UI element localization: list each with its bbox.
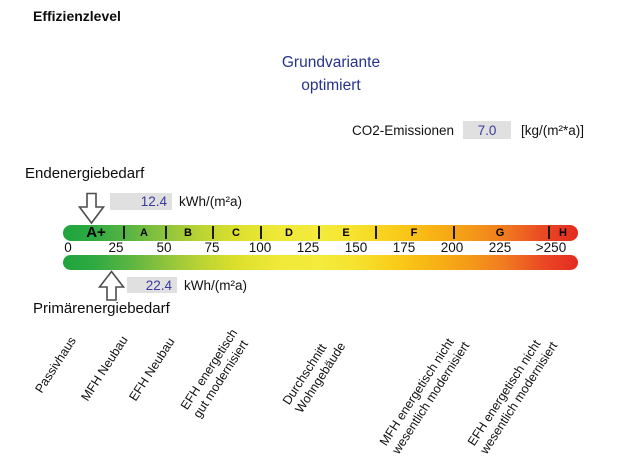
primary-energy-value-box: 22.4 [127, 277, 177, 293]
axis-tick-175: 175 [392, 240, 416, 255]
primary-energy-label: Primärenergiebedarf [33, 300, 170, 317]
co2-emissions-row: CO2-Emissionen 7.0 [kg/(m²*a)] [352, 121, 584, 139]
primary-energy-unit: kWh/(m²a) [184, 277, 247, 293]
class-boundary-tick [212, 226, 214, 239]
axis-tick-50: 50 [156, 240, 172, 255]
scale-class-a: A [140, 227, 148, 239]
co2-label: CO2-Emissionen [352, 122, 455, 138]
end-energy-value: 12.4 [140, 194, 167, 209]
benchmark-efh-neubau: EFH Neubau [126, 335, 178, 404]
scale-class-b: B [184, 227, 192, 239]
class-boundary-tick [123, 226, 125, 239]
end-energy-unit: kWh/(m²a) [179, 194, 242, 209]
benchmark-durchschnitt-wohngebaeude: Durchschnitt Wohngebäude [280, 332, 349, 416]
axis-tick-100: 100 [248, 240, 272, 255]
scale-class-h: H [559, 227, 567, 239]
end-energy-value-box: 12.4 [110, 193, 172, 210]
axis-tick-150: 150 [344, 240, 368, 255]
end-energy-value-row: 12.4 kWh/(m²a) [110, 193, 242, 210]
axis-tick-200: 200 [440, 240, 464, 255]
benchmark-line: Passivhaus [32, 334, 79, 396]
benchmark-efh-nicht-modernisiert: EFH energetisch nicht wesentlich moderni… [465, 331, 561, 457]
axis-tick-225: 225 [488, 240, 512, 255]
co2-value-box: 7.0 [463, 121, 512, 139]
axis-tick-25: 25 [108, 240, 124, 255]
class-boundary-tick [548, 226, 550, 239]
page-title: Effizienzlevel [33, 8, 121, 24]
end-energy-label: Endenergiebedarf [25, 165, 145, 182]
class-boundary-tick [375, 226, 377, 239]
axis-tick-75: 75 [204, 240, 220, 255]
end-energy-arrow-icon [77, 192, 106, 230]
variant-heading: Grundvariante optimiert [231, 51, 431, 97]
co2-unit: [kg/(m²*a)] [521, 122, 585, 138]
axis-tick-125: 125 [296, 240, 320, 255]
scale-class-g: G [495, 227, 505, 239]
axis-tick-250: >250 [535, 240, 567, 255]
class-boundary-tick [318, 226, 320, 239]
class-boundary-tick [165, 226, 167, 239]
primary-energy-scale-bar [63, 255, 578, 270]
axis-tick-0: 0 [64, 240, 72, 255]
scale-class-c: C [232, 227, 240, 239]
variant-line2: optimiert [301, 77, 361, 94]
scale-class-e: E [342, 227, 350, 239]
benchmark-efh-gut-modernisiert: EFH energetisch gut modernisiert [178, 327, 254, 421]
class-boundary-tick [453, 226, 455, 239]
primary-energy-value-row: 22.4 kWh/(m²a) [127, 277, 247, 293]
benchmark-line: EFH Neubau [126, 335, 178, 404]
benchmark-mfh-nicht-modernisiert: MFH energetisch nicht wesentlich moderni… [377, 331, 473, 457]
scale-class-f: F [410, 227, 418, 239]
variant-line1: Grundvariante [281, 54, 381, 71]
scale-class-d: D [285, 227, 293, 239]
scale-class-a-plus: A+ [86, 224, 106, 241]
benchmark-passivhaus: Passivhaus [32, 334, 79, 396]
primary-energy-arrow-icon [97, 270, 126, 307]
efficiency-scale-bar: A+ A B C D E F G H [63, 225, 578, 241]
class-boundary-tick [260, 226, 262, 239]
benchmark-mfh-neubau: MFH Neubau [78, 333, 131, 404]
primary-energy-value: 22.4 [145, 277, 172, 293]
co2-value: 7.0 [477, 122, 497, 138]
benchmark-line: MFH Neubau [78, 333, 131, 404]
